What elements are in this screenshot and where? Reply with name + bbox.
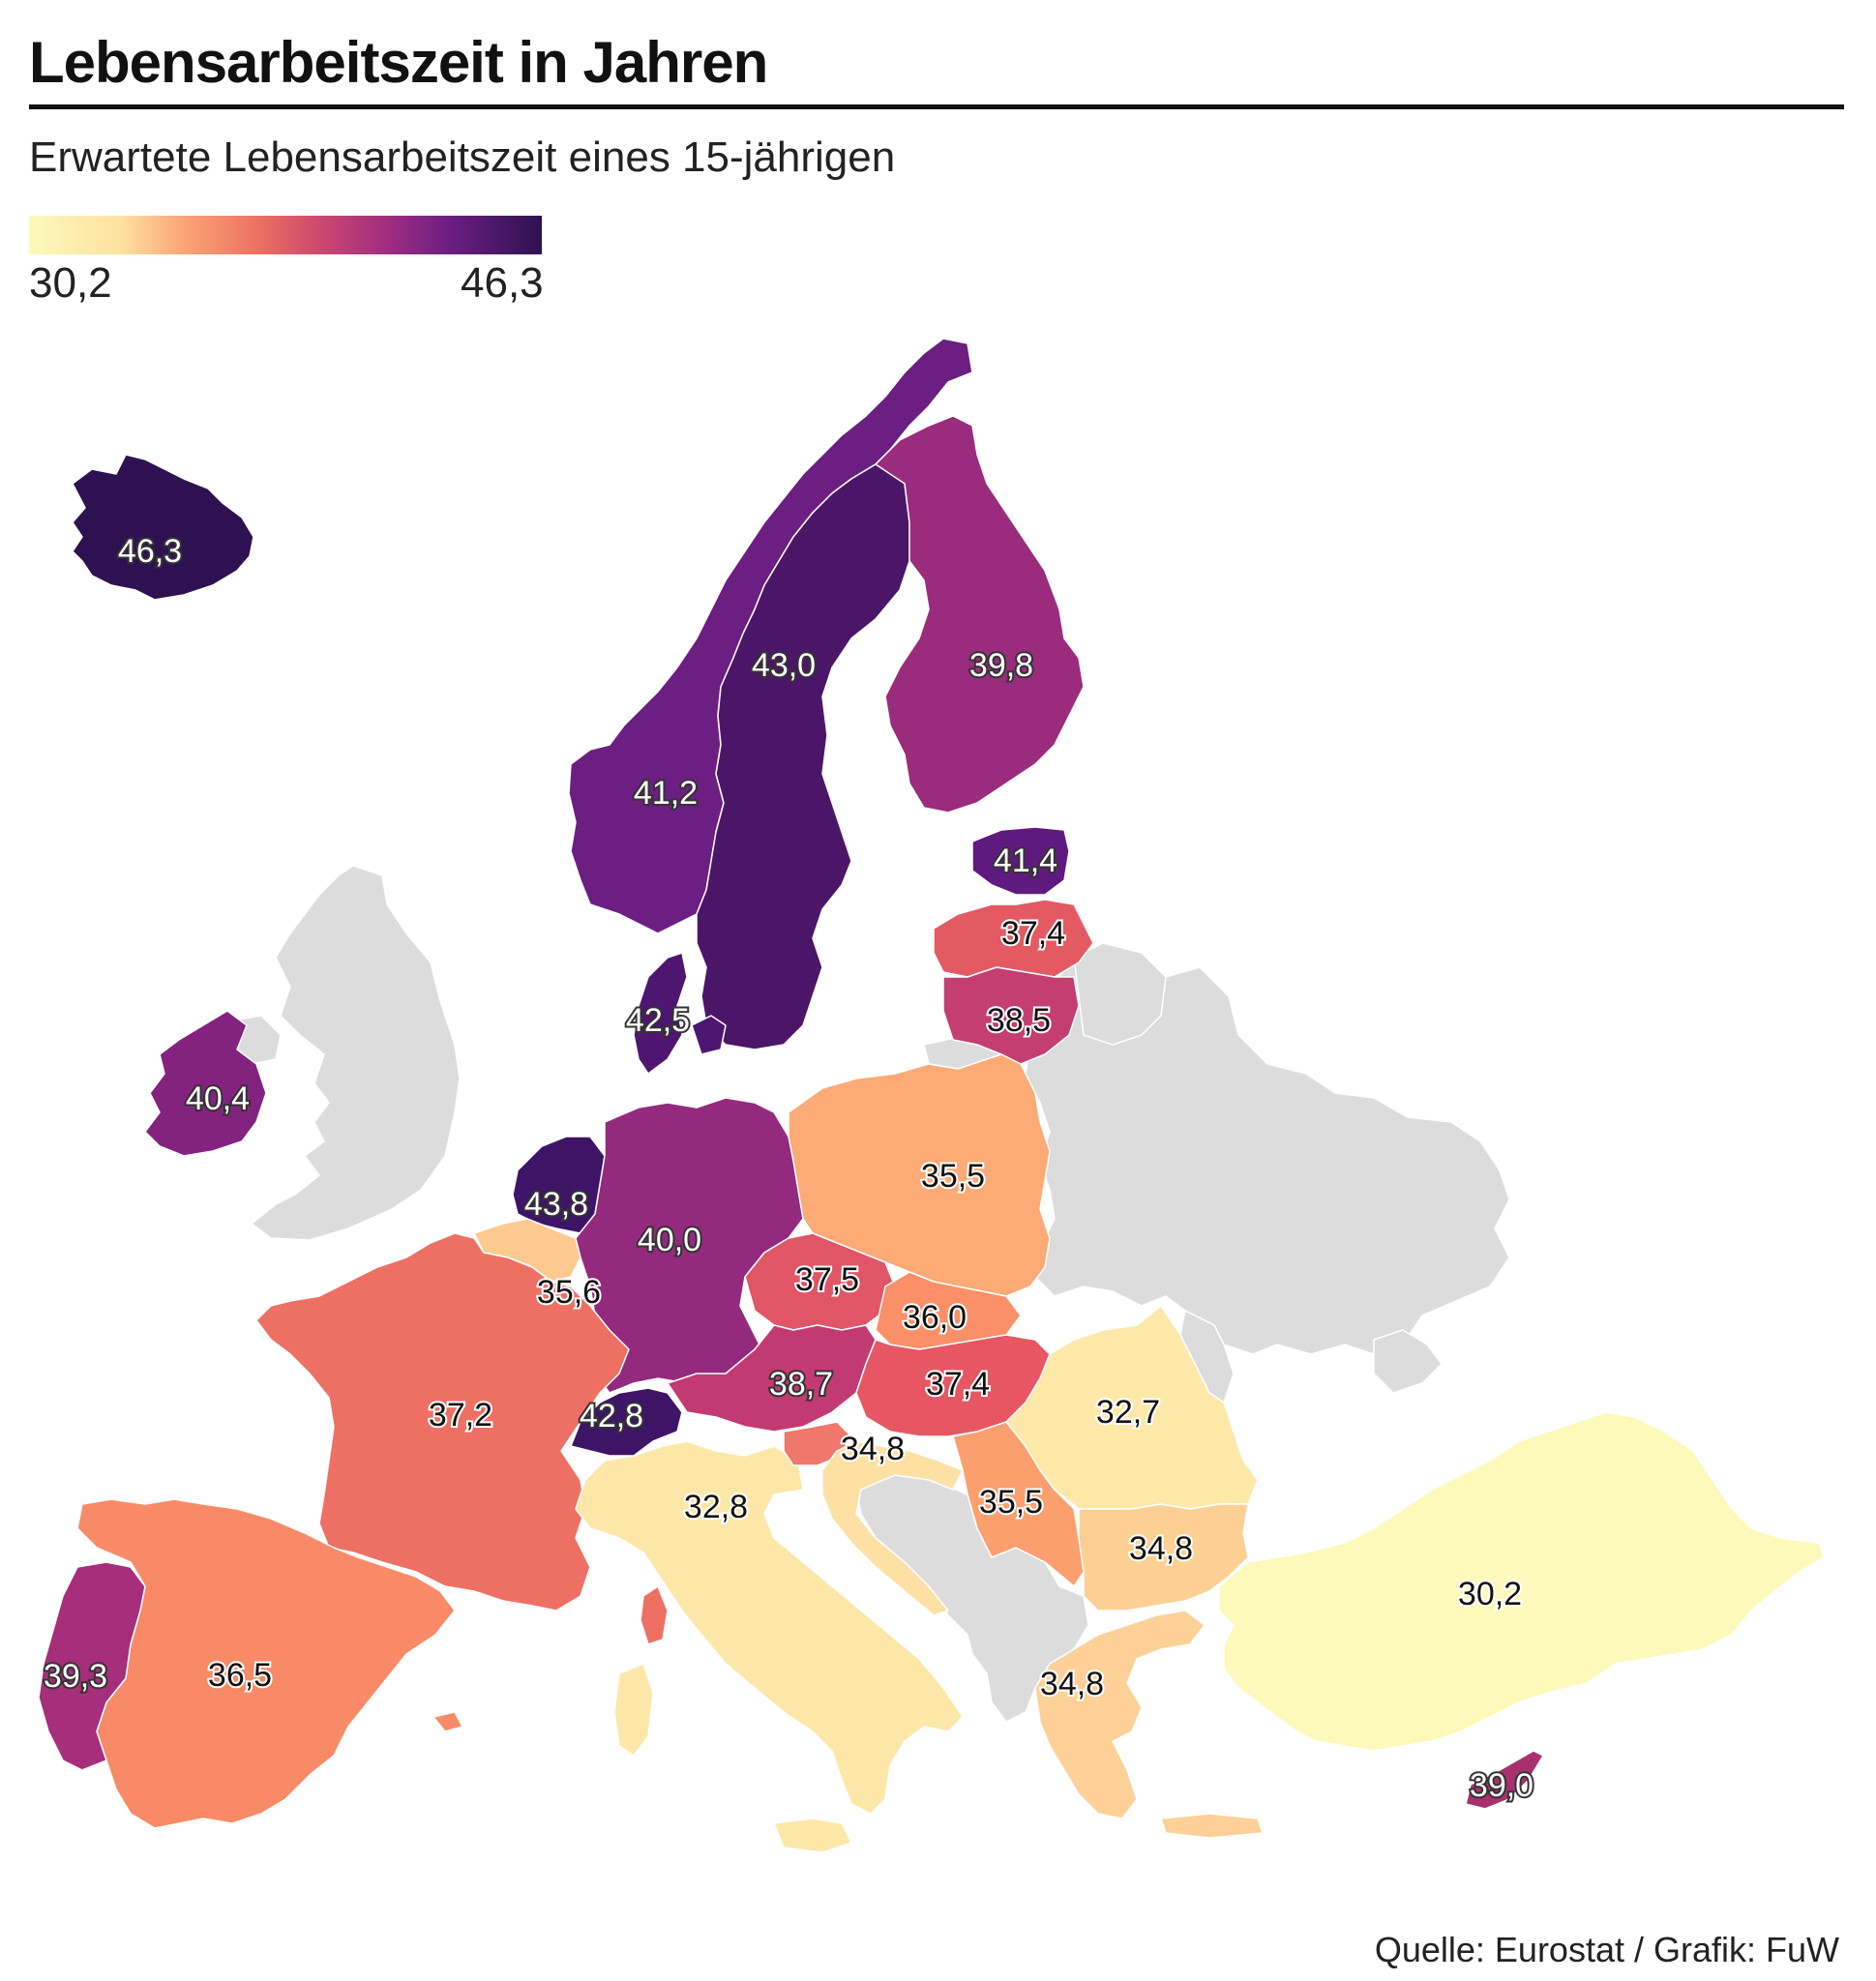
- country-bulgaria[interactable]: [1078, 1503, 1249, 1611]
- chart-subtitle: Erwartete Lebensarbeitszeit eines 15-jäh…: [29, 133, 896, 181]
- label-romania: 32,7: [1096, 1394, 1160, 1431]
- label-lithuania: 38,5: [987, 1002, 1051, 1039]
- country-turkey[interactable]: [1218, 1411, 1825, 1752]
- country-lithuania[interactable]: [942, 966, 1080, 1065]
- label-france: 37,2: [429, 1397, 492, 1434]
- legend-max-label: 46,3: [461, 259, 544, 307]
- label-finland: 39,8: [969, 647, 1033, 684]
- country-switzerland[interactable]: [570, 1387, 683, 1457]
- label-norway: 41,2: [634, 775, 698, 812]
- legend-min-label: 30,2: [29, 259, 112, 307]
- label-belgium: 35,6: [537, 1274, 601, 1311]
- label-estonia: 41,4: [994, 843, 1057, 879]
- label-turkey: 30,2: [1458, 1576, 1522, 1612]
- country-estonia[interactable]: [971, 826, 1070, 896]
- label-czechia: 37,5: [795, 1261, 859, 1298]
- label-iceland: 46,3: [118, 533, 182, 570]
- label-sweden: 43,0: [752, 647, 816, 684]
- country-portugal[interactable]: [38, 1561, 146, 1771]
- country-corsica[interactable]: [640, 1585, 669, 1645]
- label-spain: 36,5: [208, 1657, 272, 1694]
- country-latvia[interactable]: [933, 899, 1094, 978]
- country-sweden[interactable]: [696, 449, 910, 1050]
- source-credit: Quelle: Eurostat / Grafik: FuW: [1374, 1930, 1839, 1969]
- label-ireland: 40,4: [186, 1080, 250, 1117]
- country-cyprus[interactable]: [1465, 1750, 1544, 1810]
- label-portugal: 39,3: [44, 1658, 107, 1695]
- country-iceland[interactable]: [72, 454, 254, 601]
- label-slovakia: 36,0: [903, 1299, 967, 1336]
- region-belarus: [1073, 942, 1167, 1046]
- country-croatia[interactable]: [821, 1440, 964, 1616]
- label-denmark: 42,5: [626, 1002, 690, 1039]
- country-france[interactable]: [255, 1232, 630, 1611]
- label-bulgaria: 34,8: [1129, 1530, 1193, 1567]
- label-netherlands: 43,8: [524, 1186, 588, 1223]
- country-poland[interactable]: [788, 1053, 1051, 1297]
- label-italy: 32,8: [684, 1489, 748, 1525]
- label-hungary: 37,4: [926, 1366, 990, 1403]
- country-malta[interactable]: [432, 1711, 463, 1732]
- country-finland[interactable]: [875, 415, 1085, 813]
- label-slovenia: 34,8: [841, 1431, 905, 1467]
- label-austria: 38,7: [769, 1366, 833, 1403]
- region-crimea: [1373, 1329, 1443, 1394]
- country-denmark[interactable]: [633, 952, 727, 1075]
- label-switzerland: 42,8: [580, 1398, 643, 1434]
- label-poland: 35,5: [921, 1158, 985, 1195]
- label-greece: 34,8: [1040, 1666, 1104, 1702]
- label-germany: 40,0: [638, 1222, 701, 1258]
- country-greece[interactable]: [1034, 1610, 1264, 1839]
- title-rule: [29, 104, 1844, 109]
- legend-color-scale: [29, 216, 542, 254]
- label-latvia: 37,4: [1001, 915, 1065, 952]
- country-ireland[interactable]: [144, 1010, 267, 1157]
- country-italy[interactable]: [575, 1440, 964, 1853]
- value-labels: 46,3 43,0 41,2 39,8 41,4 37,4 38,5 42,5 …: [42, 531, 1535, 1806]
- label-cyprus: 39,0: [1470, 1767, 1534, 1804]
- label-serbia: 35,5: [979, 1484, 1043, 1521]
- region-uk: [251, 865, 461, 1241]
- chart-title: Lebensarbeitszeit in Jahren: [29, 30, 768, 95]
